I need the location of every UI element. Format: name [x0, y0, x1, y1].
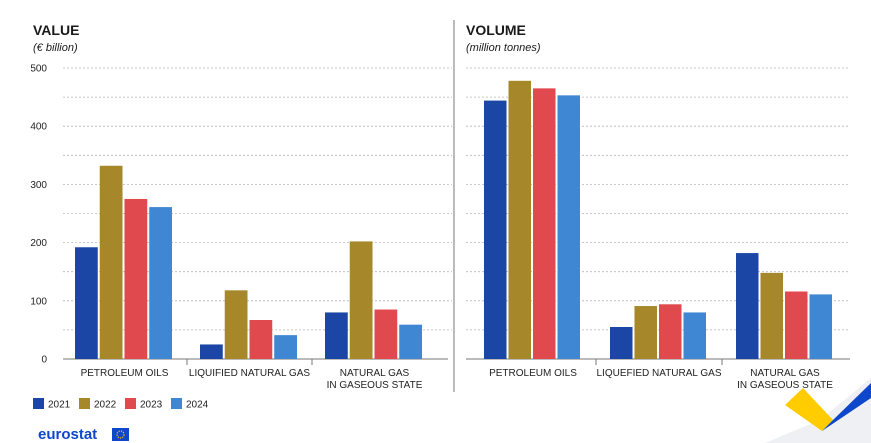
volume-panel-title: VOLUME — [466, 22, 526, 38]
legend-label-2021: 2021 — [48, 400, 71, 411]
bar-2024-volume-0 — [557, 95, 580, 359]
y-tick-label: 100 — [30, 296, 47, 307]
category-label: NATURAL GAS — [340, 368, 410, 379]
bar-2022-value-1 — [224, 290, 248, 359]
bar-2024-value-1 — [274, 335, 297, 359]
chevron-shadow-shape — [765, 378, 871, 443]
legend: 2021 2022 2023 2024 — [33, 398, 209, 411]
volume-panel: VOLUME (million tonnes) PETROLEUM OILS LI… — [466, 22, 850, 391]
bar-2024-volume-2 — [809, 294, 832, 359]
chevron-yellow-shape — [785, 388, 833, 431]
eurostat-logo-text: eurostat — [38, 426, 97, 443]
y-tick-label: 0 — [41, 355, 47, 366]
category-label: LIQUIFIED NATURAL GAS — [189, 368, 310, 379]
bar-2022-value-2 — [349, 241, 373, 359]
chevron-blue-shape — [822, 383, 871, 431]
bar-2021-value-0 — [75, 247, 98, 359]
legend-swatch-2021 — [33, 398, 44, 409]
legend-swatch-2024 — [171, 398, 182, 409]
bar-2024-volume-1 — [683, 312, 706, 359]
bar-2024-value-2 — [399, 324, 422, 359]
bar-2023-volume-2 — [785, 291, 808, 359]
legend-swatch-2023 — [125, 398, 136, 409]
eurostat-logo: eurostat — [38, 426, 129, 443]
bar-2022-volume-0 — [508, 80, 531, 359]
category-label: LIQUEFIED NATURAL GAS — [596, 368, 721, 379]
value-panel-unit: (€ billion) — [33, 42, 78, 54]
eurostat-chevron-decoration — [765, 378, 871, 443]
bar-2023-volume-0 — [533, 88, 556, 360]
legend-label-2023: 2023 — [140, 400, 163, 411]
bar-2022-volume-1 — [634, 306, 657, 359]
bar-2021-value-1 — [200, 344, 223, 359]
eu-stars-icon — [116, 430, 125, 439]
eu-flag-icon — [112, 428, 129, 441]
y-tick-label: 200 — [30, 238, 47, 249]
bar-2023-volume-1 — [659, 304, 682, 359]
category-label: IN GASEOUS STATE — [737, 380, 833, 391]
bar-2021-value-2 — [325, 312, 348, 359]
bar-2021-volume-2 — [736, 253, 759, 359]
bar-2022-volume-2 — [760, 272, 783, 359]
bar-2021-volume-1 — [610, 326, 633, 359]
value-panel-title: VALUE — [33, 22, 79, 38]
legend-swatch-2022 — [79, 398, 90, 409]
bar-2023-value-1 — [249, 320, 273, 359]
legend-label-2022: 2022 — [94, 400, 117, 411]
bar-2023-value-2 — [374, 309, 398, 359]
category-label: IN GASEOUS STATE — [327, 380, 423, 391]
bar-2021-volume-0 — [484, 100, 507, 359]
bar-2022-value-0 — [99, 165, 123, 359]
legend-label-2024: 2024 — [186, 400, 209, 411]
y-tick-label: 400 — [30, 122, 47, 133]
category-label: NATURAL GAS — [750, 368, 820, 379]
value-panel: VALUE (€ billion) 0 100 200 300 400 500 PETROL… — [30, 22, 452, 391]
category-label: PETROLEUM OILS — [81, 368, 169, 379]
bar-2024-value-0 — [149, 207, 172, 359]
bar-2023-value-0 — [124, 198, 148, 359]
y-tick-label: 300 — [30, 180, 47, 191]
y-tick-label: 500 — [30, 64, 47, 75]
volume-panel-unit: (million tonnes) — [466, 42, 541, 54]
category-label: PETROLEUM OILS — [489, 368, 577, 379]
